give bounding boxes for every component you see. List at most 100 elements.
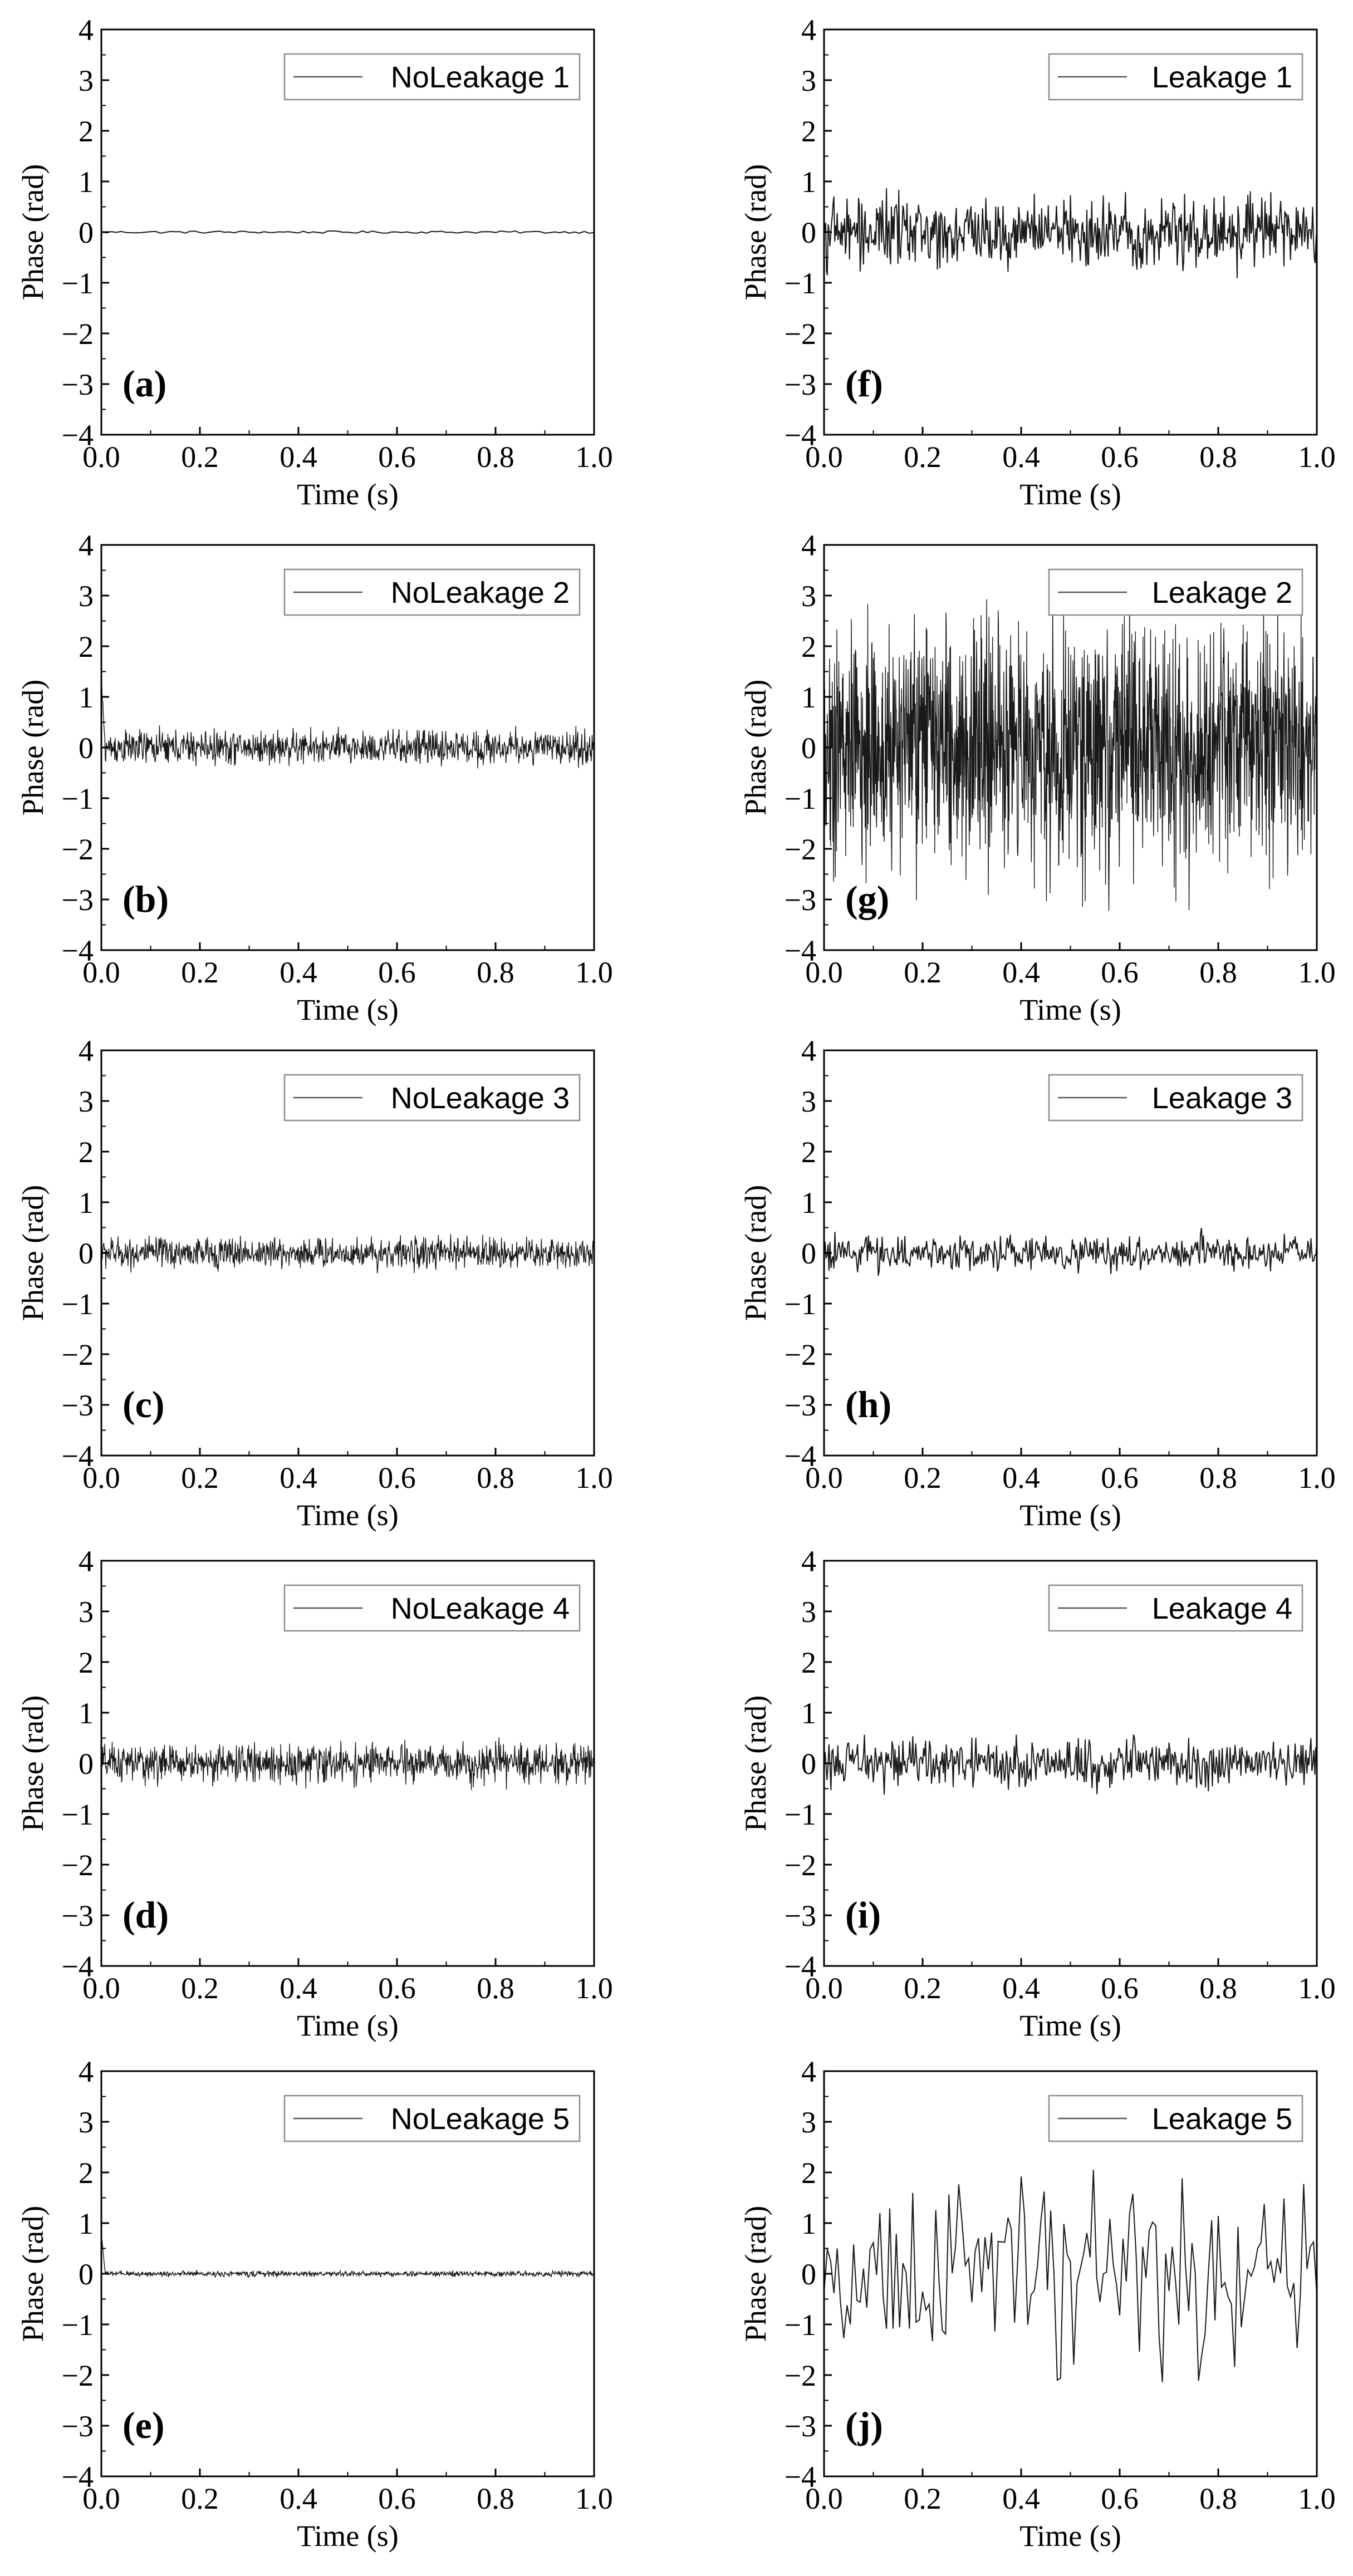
y-tick-label: −4: [785, 2460, 816, 2494]
legend-label: NoLeakage 4: [391, 1592, 570, 1625]
series-line: [101, 681, 594, 769]
y-tick-label: 3: [801, 1595, 816, 1629]
y-tick-label: 3: [801, 1085, 816, 1118]
y-tick-label: −1: [785, 267, 816, 300]
y-tick-label: −2: [785, 317, 816, 351]
y-tick-label: 2: [79, 630, 94, 663]
series-line: [824, 1227, 1317, 1276]
panel-a: 4 3 2 1 0 −1 −2 −3 −40.0 0.2 0.4 0.6 0.8 1.0 Time (s) P…: [16, 13, 613, 511]
x-tick-label: 0.0: [805, 1972, 843, 2005]
series-line: [101, 1233, 594, 1274]
y-tick-label: 0: [801, 2258, 816, 2291]
y-tick-label: −3: [62, 1899, 94, 1933]
y-tick-label: −1: [62, 782, 94, 815]
y-tick-label: 4: [801, 529, 816, 562]
y-tick-label: −3: [785, 368, 816, 401]
x-tick-label: 1.0: [575, 956, 613, 989]
legend-label: Leakage 3: [1152, 1081, 1292, 1115]
legend-label: NoLeakage 5: [391, 2102, 570, 2136]
y-tick-label: −2: [62, 1338, 94, 1371]
y-tick-label: 1: [801, 681, 816, 714]
x-tick-label: 1.0: [1298, 1972, 1336, 2005]
series-line: [101, 230, 594, 234]
series-line: [101, 2233, 594, 2278]
x-tick-label: 0.2: [181, 1461, 219, 1495]
y-tick-label: 0: [801, 1747, 816, 1781]
y-tick-label: −4: [785, 1439, 816, 1473]
y-tick-label: −3: [62, 2410, 94, 2443]
x-axis-label: Time (s): [297, 478, 399, 511]
y-tick-label: 4: [801, 2055, 816, 2088]
x-tick-label: 0.8: [1199, 1461, 1237, 1495]
x-tick-label: 0.2: [181, 956, 219, 989]
panel-label: (f): [845, 362, 883, 405]
x-tick-label: 0.4: [280, 956, 317, 989]
series-line: [824, 1734, 1317, 1795]
legend-label: NoLeakage 1: [391, 61, 570, 94]
y-tick-label: 1: [79, 1186, 94, 1220]
legend-label: NoLeakage 2: [391, 576, 570, 609]
y-tick-label: −1: [62, 1798, 94, 1831]
panel-e: 4 3 2 1 0 −1 −2 −3 −40.0 0.2 0.4 0.6 0.8 1.0 Time (s) P…: [16, 2055, 613, 2553]
y-axis-label: Phase (rad): [739, 2206, 772, 2342]
x-tick-label: 0.8: [477, 440, 514, 474]
x-axis-label: Time (s): [297, 2519, 399, 2553]
legend-box: [1048, 1074, 1303, 1122]
series-line: [101, 1737, 594, 1790]
y-tick-label: −3: [62, 368, 94, 401]
x-tick-label: 0.2: [181, 2482, 219, 2515]
panel-label: (j): [845, 2404, 883, 2446]
x-tick-label: 0.0: [82, 1972, 120, 2005]
panel-c: 4 3 2 1 0 −1 −2 −3 −40.0 0.2 0.4 0.6 0.8 1.0 Time (s) P…: [16, 1034, 613, 1532]
x-axis-label: Time (s): [1019, 478, 1121, 511]
panel-j: 4 3 2 1 0 −1 −2 −3 −40.0 0.2 0.4 0.6 0.8 1.0 Time (s) P…: [739, 2055, 1336, 2553]
x-axis-label: Time (s): [1019, 2519, 1121, 2553]
y-axis-label: Phase (rad): [16, 2206, 50, 2342]
x-tick-label: 1.0: [575, 1461, 613, 1495]
y-axis-label: Phase (rad): [16, 1695, 50, 1831]
x-tick-label: 0.2: [904, 1972, 942, 2005]
y-tick-label: −2: [62, 833, 94, 866]
x-tick-label: 0.6: [378, 1972, 416, 2005]
y-axis-label: Phase (rad): [16, 1185, 50, 1321]
y-tick-label: −2: [785, 1338, 816, 1371]
y-tick-label: 3: [79, 1085, 94, 1118]
panel-label: (b): [122, 878, 169, 920]
y-axis-label: Phase (rad): [739, 1185, 772, 1321]
y-tick-label: 2: [801, 2156, 816, 2190]
legend-label: NoLeakage 3: [391, 1081, 570, 1115]
y-tick-label: −3: [785, 1389, 816, 1422]
y-tick-label: −1: [62, 1287, 94, 1321]
y-tick-label: 0: [801, 731, 816, 765]
y-tick-label: 4: [79, 1545, 94, 1578]
panel-d: 4 3 2 1 0 −1 −2 −3 −40.0 0.2 0.4 0.6 0.8 1.0 Time (s) P…: [16, 1545, 613, 2042]
y-tick-label: −1: [785, 782, 816, 815]
y-tick-label: 1: [801, 2207, 816, 2240]
x-tick-label: 0.2: [904, 956, 942, 989]
y-tick-label: 2: [801, 630, 816, 663]
panel-label: (g): [845, 878, 889, 920]
y-tick-label: 2: [801, 1646, 816, 1679]
y-tick-label: 3: [801, 2106, 816, 2139]
y-tick-label: 3: [79, 2106, 94, 2139]
y-tick-label: 0: [801, 216, 816, 249]
x-tick-label: 0.0: [82, 2482, 120, 2515]
y-tick-label: −2: [62, 2359, 94, 2392]
panel-label: (i): [845, 1894, 881, 1936]
y-tick-label: −2: [785, 1849, 816, 1882]
y-tick-label: −2: [62, 317, 94, 351]
y-tick-label: −4: [62, 934, 94, 967]
x-tick-label: 0.6: [1101, 2482, 1139, 2515]
panel-label: (c): [122, 1383, 164, 1425]
x-tick-label: 0.0: [82, 1461, 120, 1495]
y-axis-label: Phase (rad): [739, 164, 772, 300]
y-tick-label: −3: [785, 1899, 816, 1933]
series-line: [824, 2169, 1317, 2382]
y-tick-label: 2: [801, 115, 816, 148]
y-tick-label: 3: [79, 1595, 94, 1629]
x-tick-label: 0.6: [378, 1461, 416, 1495]
y-tick-label: −4: [62, 1439, 94, 1473]
x-tick-label: 0.0: [82, 956, 120, 989]
y-axis-label: Phase (rad): [739, 1695, 772, 1831]
